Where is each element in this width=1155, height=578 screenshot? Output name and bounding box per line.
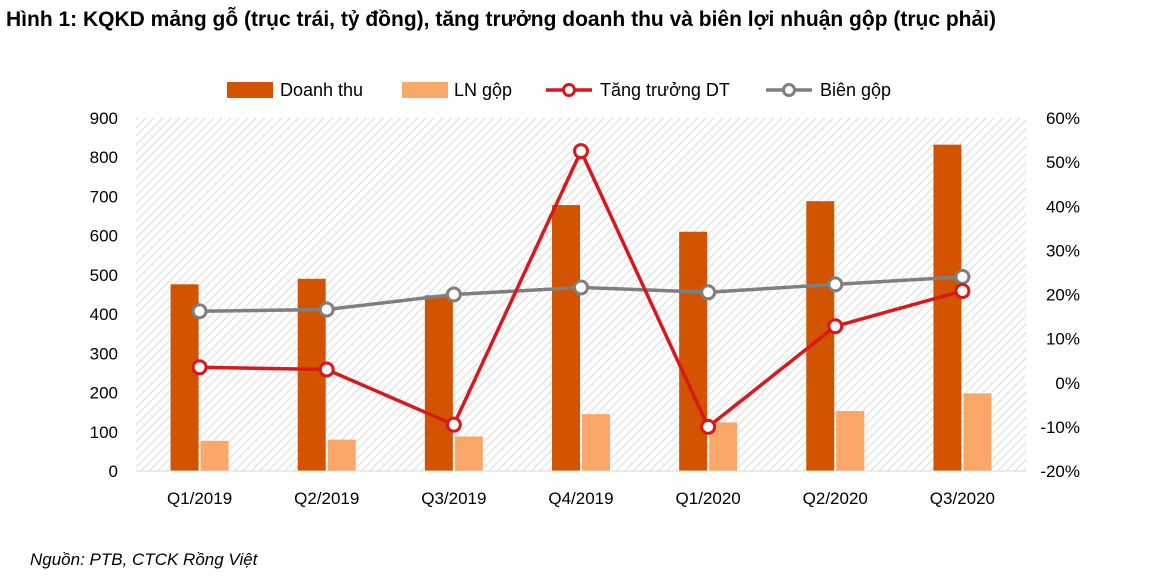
y-right-tick-label: 0%: [1055, 374, 1080, 393]
y-right-tick-label: 60%: [1046, 109, 1080, 128]
bar-ln-gop: [200, 440, 229, 471]
y-right-tick-label: 10%: [1046, 330, 1080, 349]
x-tick-label: Q2/2020: [803, 489, 868, 508]
point-tang-truong-dt: [318, 361, 335, 378]
point-tang-truong-dt: [573, 143, 589, 160]
y-right-tick-label: 50%: [1046, 153, 1080, 172]
y-right-tick-label: -20%: [1040, 462, 1080, 481]
bar-ln-gop: [582, 414, 610, 471]
point-bien-gop: [318, 301, 335, 318]
y-left-tick-label: 100: [90, 423, 118, 442]
x-tick-label: Q3/2019: [421, 489, 486, 508]
legend-marker-bien-gop: [782, 83, 796, 97]
legend-swatch-doanh-thu: [227, 82, 273, 98]
bar-doanh-thu: [933, 144, 962, 471]
source-note: Nguồn: PTB, CTCK Rồng Việt: [30, 550, 258, 569]
y-right-tick-label: 20%: [1046, 286, 1080, 305]
legend-label-tang-truong-dt: Tăng trưởng DT: [600, 80, 730, 100]
x-tick-label: Q3/2020: [930, 489, 995, 508]
legend-label-bien-gop: Biên gộp: [820, 80, 891, 100]
legend-marker-tang-truong-dt: [562, 83, 576, 97]
y-left-tick-label: 400: [90, 305, 118, 324]
point-tang-truong-dt: [827, 318, 844, 335]
y-left-tick-label: 300: [90, 344, 118, 363]
figure-title: Hình 1: KQKD mảng gỗ (trục trái, tỷ đồng…: [6, 8, 997, 31]
point-bien-gop: [573, 279, 589, 296]
x-tick-label: Q2/2019: [294, 489, 359, 508]
bar-ln-gop: [836, 410, 865, 471]
y-left-tick-label: 0: [109, 462, 118, 481]
y-right-tick-label: -10%: [1040, 418, 1080, 437]
point-tang-truong-dt: [445, 416, 462, 433]
bar-doanh-thu: [679, 231, 708, 471]
y-left-tick-label: 900: [90, 109, 118, 128]
x-tick-label: Q1/2020: [676, 489, 741, 508]
x-tick-label: Q4/2019: [548, 489, 613, 508]
point-bien-gop: [445, 286, 462, 303]
y-left-tick-label: 200: [90, 384, 118, 403]
legend-swatch-ln-gop: [402, 82, 448, 98]
point-tang-truong-dt: [700, 418, 717, 435]
point-bien-gop: [827, 276, 844, 293]
bar-ln-gop: [454, 436, 483, 471]
bar-ln-gop: [963, 393, 992, 471]
bar-ln-gop: [327, 439, 356, 471]
y-left-tick-label: 700: [90, 187, 118, 206]
legend-label-ln-gop: LN gộp: [454, 80, 512, 100]
y-right-tick-label: 30%: [1046, 241, 1080, 260]
point-bien-gop: [954, 268, 971, 285]
y-right-tick-label: 40%: [1046, 197, 1080, 216]
point-bien-gop: [191, 303, 208, 320]
bar-doanh-thu: [552, 205, 580, 471]
y-left-tick-label: 600: [90, 227, 118, 246]
point-bien-gop: [700, 284, 717, 301]
bar-doanh-thu: [424, 295, 453, 471]
y-left-tick-label: 800: [90, 148, 118, 167]
point-tang-truong-dt: [954, 282, 971, 299]
legend-label-doanh-thu: Doanh thu: [280, 80, 363, 100]
x-tick-label: Q1/2019: [167, 489, 232, 508]
point-tang-truong-dt: [191, 359, 208, 376]
y-left-tick-label: 500: [90, 266, 118, 285]
